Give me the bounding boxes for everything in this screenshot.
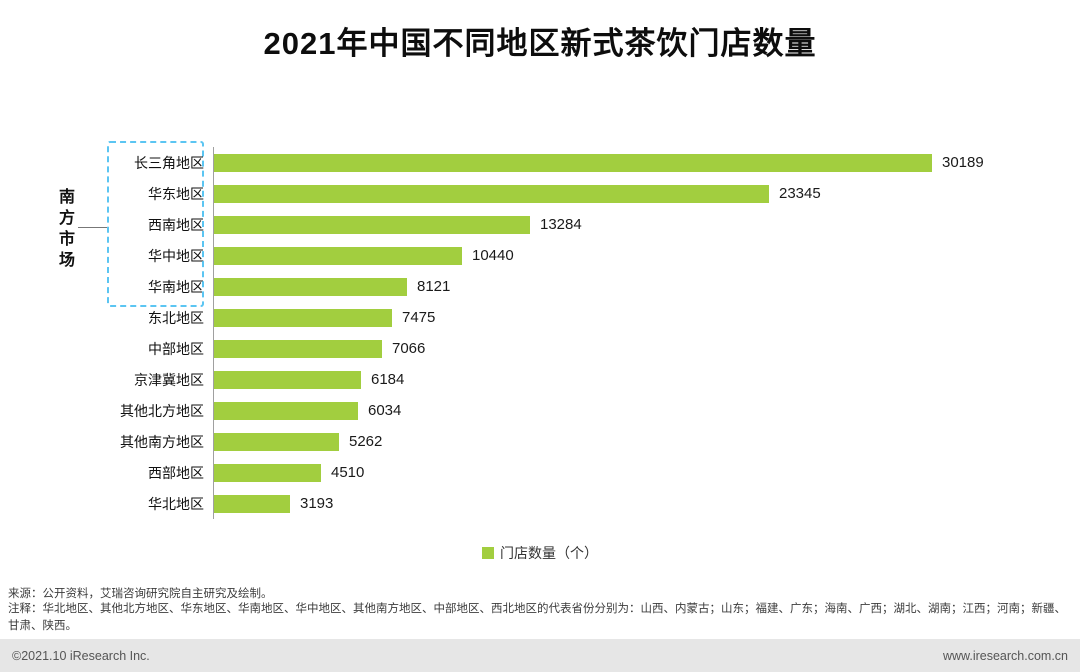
category-label: 华中地区 xyxy=(148,247,204,264)
chart-row: 西南地区 13284 xyxy=(95,209,1013,240)
bar-area: 10440 xyxy=(213,240,1013,271)
chart-row: 华中地区 10440 xyxy=(95,240,1013,271)
bar xyxy=(214,401,358,420)
bar xyxy=(214,246,462,265)
chart-row: 长三角地区 30189 xyxy=(95,147,1013,178)
bar-area: 8121 xyxy=(213,271,1013,302)
footer-bar: ©2021.10 iResearch Inc. www.iresearch.co… xyxy=(0,639,1080,672)
category-label: 华东地区 xyxy=(148,185,204,202)
south-market-group-label: 南方市场 xyxy=(56,188,73,272)
bar xyxy=(214,277,407,296)
category-label: 其他南方地区 xyxy=(120,433,204,450)
category-label: 西部地区 xyxy=(148,464,204,481)
bar-area: 5262 xyxy=(213,426,1013,457)
copyright-text: ©2021.10 iResearch Inc. xyxy=(12,648,150,663)
chart-row: 中部地区 7066 xyxy=(95,333,1013,364)
value-label: 6184 xyxy=(371,371,405,388)
website-link[interactable]: www.iresearch.com.cn xyxy=(942,648,1068,663)
value-label: 7066 xyxy=(392,340,426,357)
bar xyxy=(214,370,361,389)
category-label: 华北地区 xyxy=(148,495,204,512)
category-label: 华南地区 xyxy=(148,278,204,295)
chart-rows: 长三角地区 30189 华东地区 23345 西南地区 13284 华中地区 10440 华南地… xyxy=(95,147,1013,519)
value-label: 3193 xyxy=(300,495,334,512)
value-label: 8121 xyxy=(417,278,451,295)
bar-area: 4510 xyxy=(213,457,1013,488)
chart-row: 华南地区 8121 xyxy=(95,271,1013,302)
value-label: 7475 xyxy=(402,309,436,326)
bar xyxy=(214,308,392,327)
chart-row: 京津冀地区 6184 xyxy=(95,364,1013,395)
value-label: 6034 xyxy=(368,402,402,419)
chart-row: 华东地区 23345 xyxy=(95,178,1013,209)
chart-row: 华北地区 3193 xyxy=(95,488,1013,519)
page-title: 2021年中国不同地区新式茶饮门店数量 xyxy=(263,26,817,61)
chart-row: 东北地区 7475 xyxy=(95,302,1013,333)
source-text: 来源：公开资料，艾瑞咨询研究院自主研究及绘制。 xyxy=(8,588,273,600)
bar xyxy=(214,432,339,451)
bar xyxy=(214,153,932,172)
category-label: 西南地区 xyxy=(148,216,204,233)
value-label: 4510 xyxy=(331,464,365,481)
bar-area: 3193 xyxy=(213,488,1013,519)
bar-area: 30189 xyxy=(213,147,1013,178)
chart-legend: 门店数量（个） xyxy=(0,543,1080,563)
value-label: 5262 xyxy=(349,433,383,450)
value-label: 10440 xyxy=(472,247,514,264)
value-label: 30189 xyxy=(942,154,984,171)
group-connector-line xyxy=(78,227,107,228)
value-label: 23345 xyxy=(779,185,821,202)
bar xyxy=(214,184,769,203)
legend-label: 门店数量（个） xyxy=(500,545,598,561)
value-label: 13284 xyxy=(540,216,582,233)
category-label: 东北地区 xyxy=(148,309,204,326)
bar-area: 6034 xyxy=(213,395,1013,426)
bar-area: 6184 xyxy=(213,364,1013,395)
bar xyxy=(214,339,382,358)
chart-row: 其他北方地区 6034 xyxy=(95,395,1013,426)
bar xyxy=(214,494,290,513)
bar-chart: 长三角地区 30189 华东地区 23345 西南地区 13284 华中地区 10440 华南地… xyxy=(95,141,1013,519)
bar xyxy=(214,215,530,234)
category-label: 中部地区 xyxy=(148,340,204,357)
category-label: 其他北方地区 xyxy=(120,402,204,419)
bar-area: 23345 xyxy=(213,178,1013,209)
note-text: 注释：华北地区、其他北方地区、华东地区、华南地区、华中地区、其他南方地区、中部地… xyxy=(8,603,1066,632)
chart-row: 西部地区 4510 xyxy=(95,457,1013,488)
category-label: 京津冀地区 xyxy=(134,371,204,388)
bar xyxy=(214,463,321,482)
bar-area: 7475 xyxy=(213,302,1013,333)
bar-area: 13284 xyxy=(213,209,1013,240)
chart-row: 其他南方地区 5262 xyxy=(95,426,1013,457)
category-label: 长三角地区 xyxy=(134,154,204,171)
legend-swatch xyxy=(482,547,494,559)
bar-area: 7066 xyxy=(213,333,1013,364)
